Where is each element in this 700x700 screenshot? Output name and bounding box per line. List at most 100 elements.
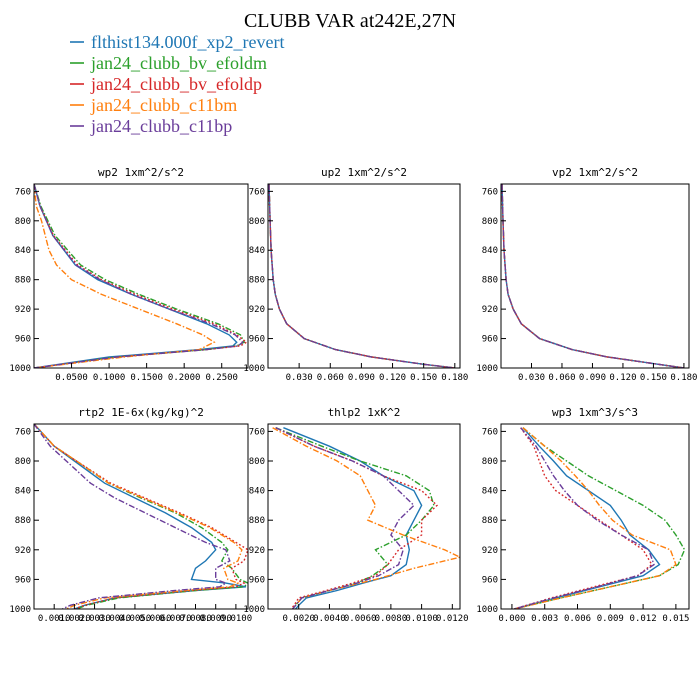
x-tick-label: 0.150 [640, 373, 667, 383]
y-tick-label: 760 [482, 427, 498, 437]
panel-3: vp2 1xm^2/s^2 760 800 840 880 920 960 1000 0.030… [476, 166, 697, 383]
legend-entry: jan24_clubb_bv_efoldp [70, 74, 262, 94]
series-line [275, 427, 415, 609]
panel-title: rtp2 1E-6x(kg/kg)^2 [78, 406, 204, 419]
plot-frame [500, 183, 690, 369]
series-line [275, 427, 439, 609]
plot-frame [500, 423, 690, 610]
y-tick-label: 1000 [243, 364, 265, 374]
x-tick-label: 0.2000 [168, 373, 201, 383]
y-tick-label: 880 [249, 516, 265, 526]
legend-entry: jan24_clubb_bv_efoldm [70, 53, 267, 73]
x-tick-label: 0.090 [348, 373, 375, 383]
y-tick-label: 840 [249, 487, 265, 497]
series-line [272, 427, 460, 609]
y-tick-label: 1000 [9, 605, 31, 615]
y-tick-label: 800 [482, 457, 498, 467]
y-tick-label: 960 [15, 335, 31, 345]
x-tick-label: 0.015 [662, 614, 689, 624]
x-tick-label: 0.000 [498, 614, 525, 624]
panel-title: vp2 1xm^2/s^2 [552, 166, 638, 179]
y-tick-label: 760 [482, 187, 498, 197]
series-line [34, 184, 216, 368]
y-tick-label: 760 [249, 187, 265, 197]
x-tick-label: 0.030 [286, 373, 313, 383]
panel-6: wp3 1xm^3/s^3 760 800 840 880 920 960 10000.000… [476, 406, 690, 624]
x-tick-label: 0.0100 [220, 614, 253, 624]
y-tick-label: 760 [15, 427, 31, 437]
y-tick-label: 1000 [9, 364, 31, 374]
series-line [268, 184, 455, 368]
panel-2: up2 1xm^2/s^2 760 800 840 880 920 960 1000 0.030… [243, 166, 468, 383]
y-tick-label: 920 [15, 546, 31, 556]
x-tick-label: 0.0010 [38, 614, 71, 624]
x-tick-label: 0.0060 [344, 614, 377, 624]
x-tick-label: 0.2500 [205, 373, 238, 383]
y-tick-label: 880 [15, 276, 31, 286]
plot-frame [33, 423, 249, 610]
series-line [34, 424, 231, 609]
series-line [513, 427, 661, 609]
x-tick-label: 0.030 [518, 373, 545, 383]
y-tick-label: 960 [482, 335, 498, 345]
y-tick-label: 840 [15, 487, 31, 497]
plot-frame [267, 423, 461, 610]
y-tick-label: 920 [249, 546, 265, 556]
x-tick-label: 0.0500 [55, 373, 88, 383]
x-tick-label: 0.120 [379, 373, 406, 383]
x-tick-label: 0.0070 [159, 614, 192, 624]
y-tick-label: 1000 [243, 605, 265, 615]
y-tick-label: 880 [482, 516, 498, 526]
legend: flthist134.000f_xp2_revertjan24_clubb_bv… [70, 32, 284, 136]
x-tick-label: 0.0100 [405, 614, 438, 624]
y-tick-label: 760 [15, 187, 31, 197]
series-line [34, 184, 246, 368]
legend-entry: jan24_clubb_c11bp [70, 116, 232, 136]
legend-label: jan24_clubb_c11bm [90, 95, 237, 115]
panel-title: up2 1xm^2/s^2 [321, 166, 407, 179]
series-line [268, 184, 455, 368]
x-tick-label: 0.0040 [98, 614, 131, 624]
x-tick-label: 0.180 [670, 373, 697, 383]
x-tick-label: 0.0020 [282, 614, 315, 624]
series-line [34, 184, 238, 368]
series-line [501, 184, 685, 368]
series-line [268, 184, 455, 368]
x-tick-label: 0.0090 [199, 614, 232, 624]
legend-label: jan24_clubb_bv_efoldm [90, 53, 267, 73]
panel-title: wp3 1xm^3/s^3 [552, 406, 638, 419]
y-tick-label: 760 [249, 427, 265, 437]
y-tick-label: 1000 [476, 605, 498, 615]
series-line [513, 427, 655, 609]
x-tick-label: 0.012 [630, 614, 657, 624]
x-tick-label: 0.0080 [179, 614, 212, 624]
y-tick-label: 920 [249, 305, 265, 315]
x-tick-label: 0.0120 [436, 614, 469, 624]
y-tick-label: 800 [249, 457, 265, 467]
y-tick-label: 800 [249, 217, 265, 227]
series-line [34, 184, 248, 368]
x-tick-label: 0.0020 [58, 614, 91, 624]
panel-title: thlp2 1xK^2 [328, 406, 401, 419]
series-line [268, 184, 455, 368]
x-tick-label: 0.003 [531, 614, 558, 624]
series-line [34, 424, 248, 609]
series-line [268, 184, 455, 368]
series-line [34, 424, 243, 609]
y-tick-label: 960 [249, 335, 265, 345]
x-tick-label: 0.180 [441, 373, 468, 383]
y-tick-label: 800 [15, 457, 31, 467]
y-tick-label: 920 [15, 305, 31, 315]
panel-1: wp2 1xm^2/s^2 760 800 840 880 920 960 1000 0.050… [9, 166, 249, 383]
legend-entry: jan24_clubb_c11bm [70, 95, 237, 115]
series-line [513, 427, 686, 609]
y-tick-label: 840 [482, 246, 498, 256]
series-line [513, 427, 653, 609]
series-line [283, 427, 423, 609]
x-tick-label: 0.090 [579, 373, 606, 383]
x-tick-label: 0.120 [609, 373, 636, 383]
x-tick-label: 0.1000 [93, 373, 126, 383]
series-line [34, 424, 247, 609]
series-line [501, 184, 685, 368]
y-tick-label: 960 [249, 575, 265, 585]
